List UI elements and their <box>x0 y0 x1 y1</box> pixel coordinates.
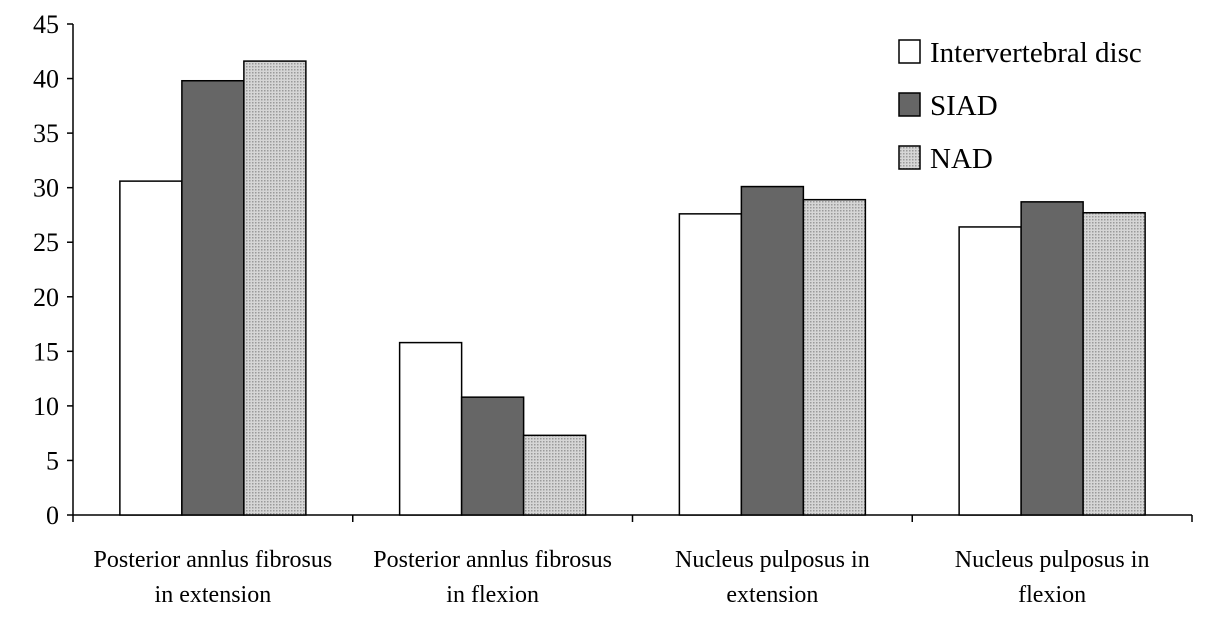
category-label: Posterior annlus fibrosus <box>373 547 612 573</box>
legend-label: SIAD <box>930 90 998 122</box>
legend-swatch <box>898 39 921 64</box>
bar <box>398 341 463 516</box>
bar <box>460 396 525 516</box>
y-tick-label: 0 <box>46 501 59 530</box>
y-tick-label: 25 <box>33 228 59 257</box>
category-label: extension <box>726 582 818 608</box>
bar <box>243 60 307 516</box>
bar <box>958 226 1022 516</box>
bar <box>1020 201 1084 516</box>
legend: Intervertebral disc SIAD NAD <box>898 37 1142 175</box>
bar <box>740 185 805 516</box>
y-tick-label: 40 <box>33 65 59 94</box>
bar <box>119 180 183 516</box>
legend-label: Intervertebral disc <box>930 37 1142 69</box>
y-tick-label: 15 <box>33 337 59 366</box>
category-label: Posterior annlus fibrosus <box>94 547 333 573</box>
legend-label: NAD <box>930 143 993 175</box>
y-tick-label: 30 <box>33 174 59 203</box>
legend-swatch <box>898 145 921 170</box>
category-label: Nucleus pulposus in <box>675 547 870 573</box>
bar <box>678 213 743 516</box>
y-tick-label: 35 <box>33 119 59 148</box>
category-label: in extension <box>155 582 272 608</box>
category-label: in flexion <box>446 582 539 608</box>
legend-swatch <box>898 92 921 117</box>
y-tick-label: 45 <box>33 10 59 39</box>
y-tick-label: 5 <box>46 446 59 475</box>
bar <box>1082 212 1146 516</box>
category-label: Nucleus pulposus in <box>955 547 1150 573</box>
y-tick-label: 20 <box>33 283 59 312</box>
bar <box>522 434 587 516</box>
category-labels: Posterior annlus fibrosus in extension Pos… <box>94 547 1150 608</box>
x-axis <box>72 514 1193 522</box>
category-label: flexion <box>1018 582 1086 608</box>
bar <box>802 198 867 516</box>
y-axis: 0 5 10 15 20 25 30 35 40 45 <box>33 10 74 530</box>
bars <box>119 60 1146 516</box>
y-tick-label: 10 <box>33 392 59 421</box>
bar <box>181 79 245 516</box>
